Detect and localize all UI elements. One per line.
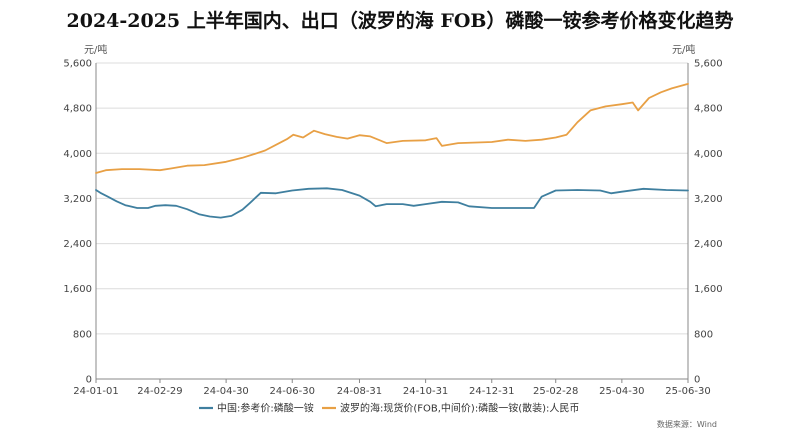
y-tick-label-left: 1,600 [63, 284, 92, 295]
legend: 中国:参考价:磷酸一铵 波罗的海:现货价(FOB,中间价):磷酸一铵(散装):人民… [199, 402, 579, 415]
y-tick-label-right: 4,000 [694, 149, 723, 160]
series-line-china-reference [95, 187, 689, 219]
x-tick-label: 24-01-01 [73, 386, 118, 397]
x-tick-label: 24-04-30 [203, 386, 248, 397]
chart-title: 2024-2025 上半年国内、出口（波罗的海 FOB）磷酸一铵参考价格变化趋势 [66, 10, 734, 32]
x-tick-label: 24-12-31 [469, 386, 514, 397]
y-tick-label-right: 1,600 [694, 284, 723, 295]
y-tick-label-left: 3,200 [63, 194, 92, 205]
y-axis-unit-left: 元/吨 [84, 43, 107, 56]
y-tick-label-right: 2,400 [694, 239, 723, 250]
y-tick-label-right: 3,200 [694, 194, 723, 205]
y-tick-label-left: 4,000 [63, 149, 92, 160]
x-tick-label: 24-02-29 [137, 386, 182, 397]
legend-item-baltic-fob: 波罗的海:现货价(FOB,中间价):磷酸一铵(散装):人民币 [322, 402, 579, 415]
x-tick-label: 25-04-30 [599, 386, 644, 397]
y-tick-label-left: 2,400 [63, 239, 92, 250]
x-tick-label: 24-06-30 [270, 386, 315, 397]
series-line-baltic-fob [95, 83, 689, 174]
x-tick-label: 25-06-30 [665, 386, 710, 397]
y-tick-label-left: 0 [86, 375, 92, 386]
x-tick-label: 25-02-28 [533, 386, 578, 397]
gridlines [96, 62, 688, 335]
y-axis-unit-right: 元/吨 [672, 43, 695, 56]
source-note: 数据来源：Wind [657, 419, 717, 429]
y-tick-label-right: 5,600 [694, 59, 723, 70]
x-tick-label: 24-08-31 [337, 386, 382, 397]
legend-item-china-reference: 中国:参考价:磷酸一铵 [199, 402, 314, 415]
y-tick-label-left: 800 [73, 329, 92, 340]
legend-label: 中国:参考价:磷酸一铵 [217, 402, 314, 415]
x-tick-label: 24-10-31 [403, 386, 448, 397]
y-tick-label-left: 4,800 [63, 104, 92, 115]
axes: 0 0 800 800 1,600 1,600 2,400 2,400 3,200 3,200 4,… [63, 59, 722, 398]
legend-label: 波罗的海:现货价(FOB,中间价):磷酸一铵(散装):人民币 [340, 402, 579, 415]
y-tick-label-left: 5,600 [63, 59, 92, 70]
series-lines [95, 83, 689, 219]
y-tick-label-right: 4,800 [694, 104, 723, 115]
y-tick-label-right: 800 [694, 329, 713, 340]
y-tick-label-right: 0 [694, 375, 700, 386]
